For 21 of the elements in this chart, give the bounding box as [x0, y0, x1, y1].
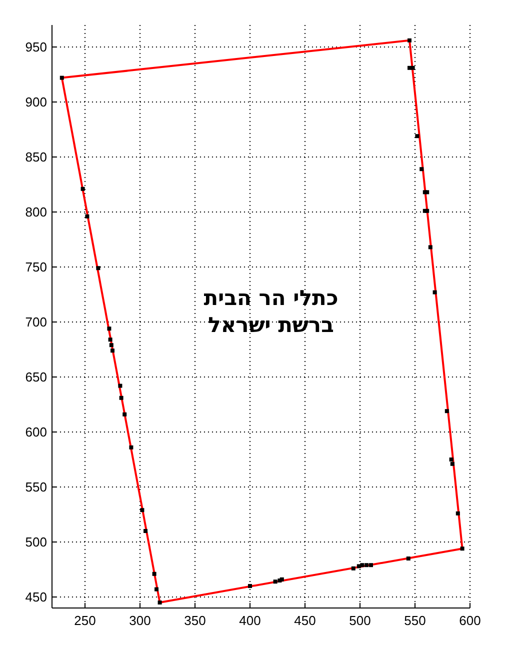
y-tick-label: 450	[25, 590, 47, 604]
y-tick-label: 900	[25, 94, 47, 110]
x-tick-label: 500	[349, 613, 371, 628]
x-tick-label: 600	[459, 613, 481, 628]
y-tick-label: 600	[25, 424, 47, 440]
x-tick-label: 350	[184, 613, 206, 628]
annotation: כתלי הר הבית	[204, 286, 338, 310]
y-tick-label: 550	[25, 480, 47, 494]
x-tick-label: 400	[239, 613, 261, 628]
y-tick-label: 500	[25, 534, 47, 550]
x-tick-label: 300	[129, 613, 151, 628]
y-tick-label: 650	[25, 370, 47, 384]
y-tick-label: 850	[25, 150, 47, 164]
y-tick-label: 700	[25, 314, 47, 330]
x-tick-label: 250	[74, 613, 96, 628]
x-tick-label: 450	[294, 613, 316, 628]
y-tick-label: 750	[25, 260, 47, 274]
annotation: ברשת ישראל	[208, 313, 334, 337]
x-tick-label: 550	[404, 613, 426, 628]
y-tick-label: 950	[25, 40, 47, 54]
y-tick-label: 800	[25, 204, 47, 220]
